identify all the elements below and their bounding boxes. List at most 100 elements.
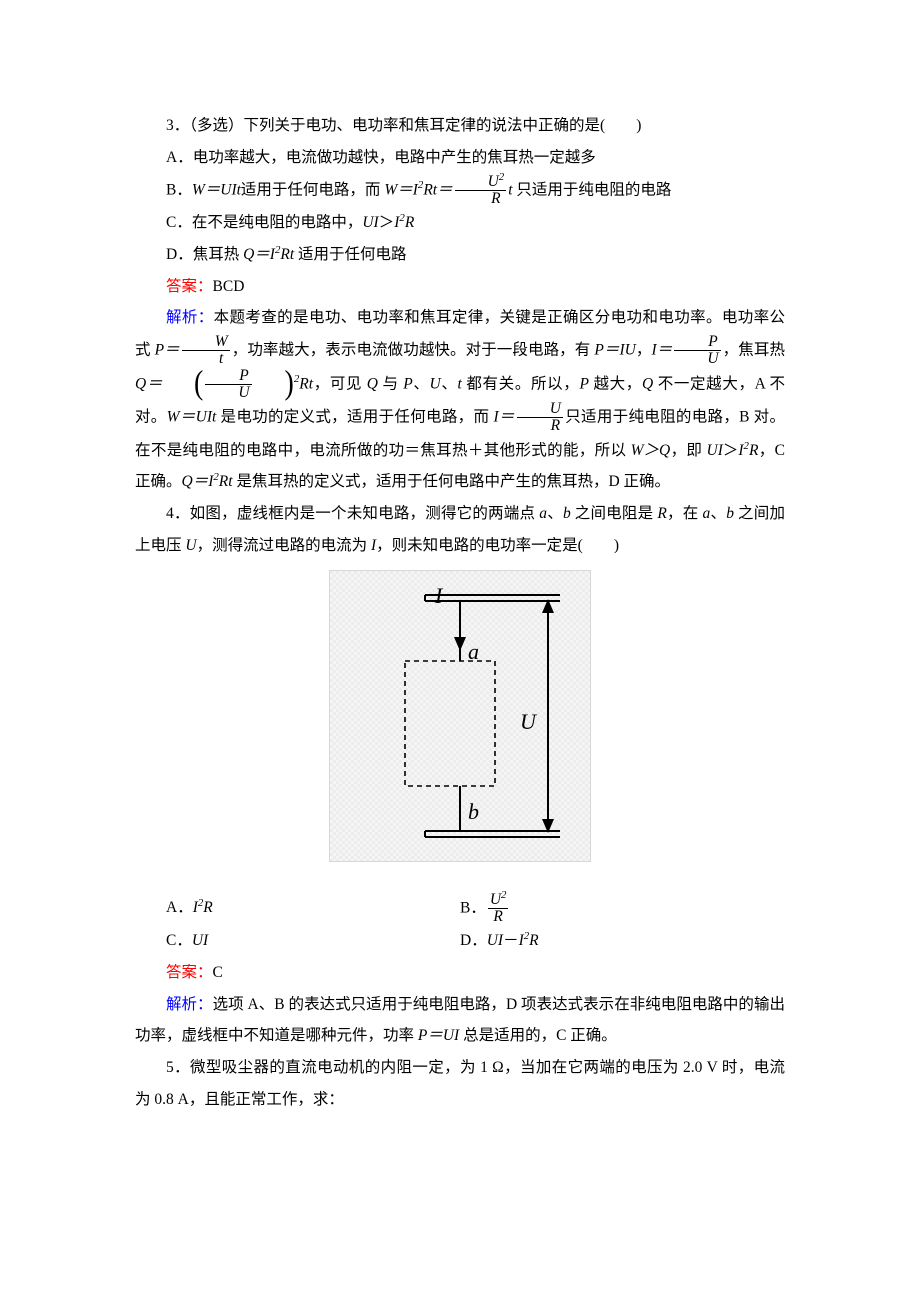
q3-optB-mid1: 适用于任何电路，而 xyxy=(241,181,384,198)
q4-figure-wrap: I a b U xyxy=(135,570,785,874)
q4-stem-e: ，测得流过电路的电流为 xyxy=(197,537,371,554)
q3-optB-f1b: Rt＝ xyxy=(423,181,452,198)
q3-expl-iurnum: U xyxy=(517,401,563,417)
q3-expl-s5: 是电功的定义式，适用于任何电路，而 xyxy=(216,409,493,426)
q3-optD-pre: 焦耳热 xyxy=(193,246,243,263)
q4-b: b xyxy=(563,505,571,522)
q4-optB-den: R xyxy=(488,908,509,925)
q4-a: a xyxy=(539,505,547,522)
q4-optD: D．UI－I2R xyxy=(460,925,785,957)
q3-answer-label: 答案： xyxy=(166,278,213,295)
q3-expl-pv2: P xyxy=(579,375,588,392)
q4-optD-label: D． xyxy=(460,932,487,949)
q4-stem: 4．如图，虚线框内是一个未知电路，测得它的两端点 a、b 之间电阻是 R，在 a… xyxy=(135,498,785,562)
q3-expl-s9: 是焦耳热的定义式，适用于任何电路中产生的焦耳热，D 正确。 xyxy=(233,473,670,490)
q3-expl-qv: Q xyxy=(367,375,378,392)
q4-optD-minus: － xyxy=(503,932,519,949)
q3-expl-ieq: I＝ xyxy=(652,341,673,358)
q3-expl-uv: U xyxy=(429,375,440,392)
q4-optD-a: UI xyxy=(487,932,503,949)
q3-optB-frac-den: R xyxy=(455,190,507,207)
q3-optD-tail: 适用于任何电路 xyxy=(294,246,406,263)
q3-optC-label: C． xyxy=(166,214,192,231)
q3-stem: 3．（多选）下列关于电功、电功率和焦耳定律的说法中正确的是( ) xyxy=(135,110,785,142)
q3-expl-s4e: 都有关。所以， xyxy=(462,375,580,392)
q3-stem-text: 下列关于电功、电功率和焦耳定律的说法中正确的是 xyxy=(244,117,601,134)
q4-expl-pui: P＝UI xyxy=(418,1027,459,1044)
q3-expl-wgtq: W＞Q xyxy=(631,442,671,459)
q3-optD: D．焦耳热 Q＝I2Rt 适用于任何电路 xyxy=(135,239,785,271)
q3-expl-pfrac: Wt xyxy=(182,334,230,368)
q3-expl-pnum: W xyxy=(182,334,230,350)
q4-stem-a: 如图，虚线框内是一个未知电路，测得它的两端点 xyxy=(190,505,540,522)
q4-row-ab: A．I2R B．U2R xyxy=(135,892,785,926)
q3-answer: 答案：BCD xyxy=(135,271,785,303)
q4-expl: 解析：选项 A、B 的表达式只适用于纯电阻电路，D 项表达式表示在非纯电阻电路中… xyxy=(135,989,785,1053)
q3-optD-label: D． xyxy=(166,246,193,263)
page: 3．（多选）下列关于电功、电功率和焦耳定律的说法中正确的是( ) A．电功率越大… xyxy=(0,0,920,1302)
q3-expl-qdb: Rt xyxy=(219,473,233,490)
q4-U: U xyxy=(185,537,196,554)
q4-expl-label: 解析： xyxy=(166,996,213,1013)
q4-optC-label: C． xyxy=(166,932,192,949)
q4-optB-frac: U2R xyxy=(488,892,509,926)
q4-optB-numsup: 2 xyxy=(501,888,506,900)
q3-optD-rt: Rt xyxy=(280,246,294,263)
q4-d1: 、 xyxy=(547,505,563,522)
q4-answer-text: C xyxy=(213,964,223,981)
q3-optB-frac: U2R xyxy=(455,174,507,208)
q3-optB-frac-num: U xyxy=(488,173,499,190)
q3-expl-pden: t xyxy=(182,350,230,367)
q4-fig-label-b: b xyxy=(468,789,479,834)
q4-optB: B．U2R xyxy=(460,892,785,926)
q4-R: R xyxy=(657,505,666,522)
q3-optC: C．在不是纯电阻的电路中，UI＞I2R xyxy=(135,207,785,239)
q3-optB-frac-num-sup: 2 xyxy=(499,170,504,182)
q5-text: 微型吸尘器的直流电动机的内阻一定，为 1 Ω，当加在它两端的电压为 2.0 V … xyxy=(135,1059,785,1108)
q3-optB-tail: 只适用于纯电阻的电路 xyxy=(513,181,672,198)
q3-expl-s4c: 、 xyxy=(413,375,430,392)
q3-expl-s3: ，焦耳热 xyxy=(723,341,785,358)
q3-expl-iurfrac: UR xyxy=(517,401,563,435)
q4-figure: I a b U xyxy=(329,570,591,862)
q3-expl-s4: ，可见 xyxy=(313,375,367,392)
q3-optA-label: A． xyxy=(166,149,193,166)
q3-expl-rt2: Rt xyxy=(299,375,313,392)
q3-expl-iurden: R xyxy=(517,417,563,434)
q4-stem-f: ，则未知电路的电功率一定是 xyxy=(376,537,578,554)
q4-row-cd: C． UI D．UI－I2R xyxy=(135,925,785,957)
q3-optC-gt: ＞ xyxy=(379,214,395,231)
q3-optC-rb: R xyxy=(405,214,414,231)
q3-expl-s4b: 与 xyxy=(378,375,403,392)
q4-fig-label-a: a xyxy=(468,629,479,674)
q3-expl-label: 解析： xyxy=(166,309,214,326)
q4-number: 4． xyxy=(166,505,190,522)
q4-optB-numa: U xyxy=(490,891,501,908)
q3-expl-pv: P xyxy=(403,375,412,392)
q3-optA: A．电功率越大，电流做功越快，电路中产生的焦耳热一定越多 xyxy=(135,142,785,174)
q4-optA-label: A． xyxy=(166,899,193,916)
q3-optD-q: Q＝I xyxy=(243,246,275,263)
q3-expl-inum: P xyxy=(674,334,720,350)
q3-expl-gt: ＞ xyxy=(723,442,739,459)
q3-expl-inden: U xyxy=(205,384,251,401)
q3-optC-l: UI xyxy=(362,214,378,231)
q3-optA-text: 电功率越大，电流做功越快，电路中产生的焦耳热一定越多 xyxy=(193,149,596,166)
q3-expl-s4f: 越大， xyxy=(589,375,642,392)
q3-optB-label: B． xyxy=(166,181,192,198)
q3-expl-c1: ， xyxy=(636,341,652,358)
q3-expl-peq: P＝ xyxy=(155,341,180,358)
q3-expl-s4d: 、 xyxy=(441,375,458,392)
q4-answer: 答案：C xyxy=(135,957,785,989)
q3-expl-s2: ，功率越大，表示电流做功越快。对于一段电路，有 xyxy=(232,341,595,358)
q3-expl: 解析：本题考查的是电功、电功率和焦耳定律，关键是正确区分电功和电功率。电功率公式… xyxy=(135,302,785,498)
q4-expl-b: 总是适用的，C 正确。 xyxy=(459,1027,617,1044)
q3-expl-innum: P xyxy=(205,368,251,384)
q3-optC-pre: 在不是纯电阻的电路中， xyxy=(192,214,363,231)
q4-optB-label: B． xyxy=(460,899,486,916)
q3-expl-qd: Q＝I xyxy=(182,473,214,490)
q3-expl-iden: U xyxy=(674,350,720,367)
q3-expl-piu: P＝IU xyxy=(594,341,636,358)
q3-expl-ui: UI xyxy=(707,442,723,459)
q3-paren: ( ) xyxy=(600,117,641,134)
